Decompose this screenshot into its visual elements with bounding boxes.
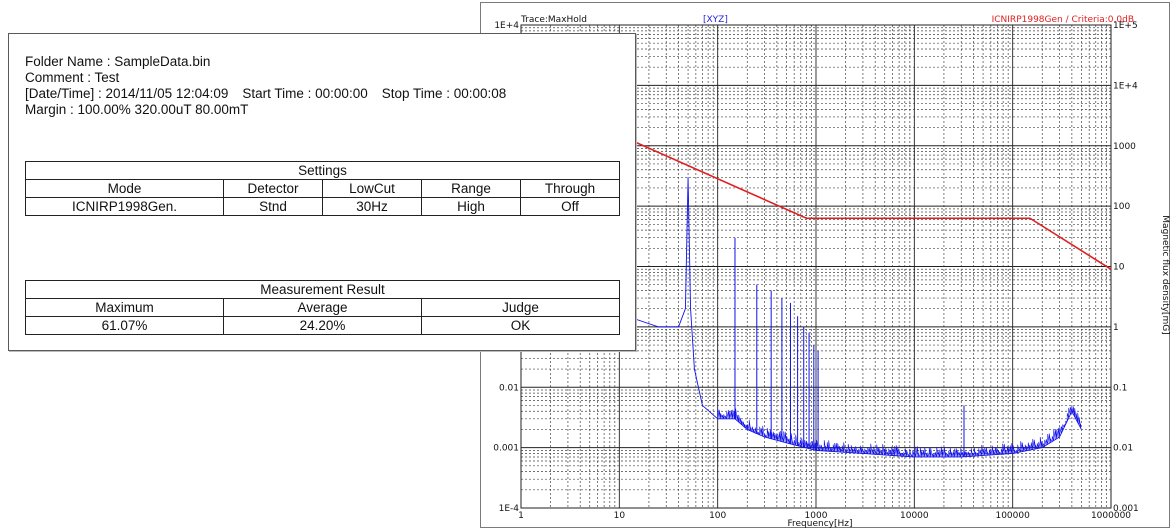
y-tick-label-right: 1000: [1113, 142, 1136, 152]
y-tick-label-right: 0.001: [1113, 504, 1139, 514]
result-header-row: Maximum Average Judge: [25, 298, 621, 317]
x-tick-label: 1000000: [1091, 511, 1131, 521]
x-axis-label: Frequency[Hz]: [787, 519, 852, 529]
measurement-info-panel: Folder Name : SampleData.bin Comment : T…: [8, 33, 636, 351]
result-value: OK: [420, 316, 621, 335]
result-value-row: 61.07% 24.20% OK: [25, 316, 621, 335]
x-tick-label: 100000: [995, 511, 1030, 521]
result-header: Judge: [420, 298, 621, 317]
result-value: 24.20%: [223, 316, 422, 335]
result-header: Average: [223, 298, 422, 317]
settings-table: Settings Mode Detector LowCut Range Thro…: [24, 161, 621, 216]
settings-value: Off: [519, 197, 621, 216]
settings-value: ICNIRP1998Gen.: [25, 197, 224, 216]
y-tick-label-right: 1E+5: [1113, 21, 1138, 31]
settings-value: High: [421, 197, 521, 216]
y-tick-label-right: 10: [1113, 263, 1125, 273]
folder-name: Folder Name : SampleData.bin: [25, 54, 211, 69]
y-tick-label-right: 100: [1113, 202, 1130, 212]
x-tick-label: 100: [709, 511, 726, 521]
x-tick-label: 10: [614, 511, 626, 521]
limit-line: [520, 90, 1112, 270]
settings-value-row: ICNIRP1998Gen. Stnd 30Hz High Off: [25, 197, 621, 216]
settings-value: 30Hz: [322, 197, 422, 216]
y-tick-label-right: 0.01: [1113, 444, 1133, 454]
spectrum-envelope: [626, 177, 1082, 458]
settings-header: LowCut: [322, 179, 422, 198]
criteria-label: ICNIRP1998Gen / Criteria:0.0dB: [992, 15, 1134, 25]
y-tick-label-left: 0.01: [499, 383, 519, 393]
settings-header: Range: [421, 179, 521, 198]
x-tick-label: 1: [518, 511, 524, 521]
y-tick-label-right: 1: [1113, 323, 1119, 333]
settings-value: Stnd: [223, 197, 323, 216]
spectrum-noise-floor: [717, 406, 1082, 459]
axis-mode-label: [XYZ]: [703, 15, 728, 25]
y-tick-label-right: 0.1: [1113, 383, 1127, 393]
y-tick-label-left: 0.001: [493, 444, 519, 454]
limit-series: [520, 90, 1112, 270]
date-time: [Date/Time] : 2014/11/05 12:04:09: [25, 86, 229, 101]
y-tick-label-left: 1E+4: [494, 21, 519, 31]
stop-time: Stop Time : 00:00:08: [381, 86, 507, 101]
x-axis-ticks: 1 10 100 1000 10000 100000 1000000: [518, 511, 1131, 521]
settings-header-row: Mode Detector LowCut Range Through: [25, 179, 621, 198]
y-tick-label-left: 1E-4: [499, 504, 520, 514]
result-table: Measurement Result Maximum Average Judge…: [24, 280, 621, 335]
result-header: Maximum: [25, 298, 224, 317]
settings-header: Detector: [223, 179, 323, 198]
x-tick-label: 1000: [805, 511, 828, 521]
y-axis-right-label: Magnetic flux density[mG]: [1160, 215, 1170, 334]
spectrum-series: [626, 177, 1082, 459]
result-value: 61.07%: [25, 316, 224, 335]
trace-mode-label: Trace:MaxHold: [520, 15, 587, 25]
y-axis-right-ticks: 0.001 0.01 0.1 1 10 100 1000 1E+4 1E+5: [1113, 21, 1139, 514]
settings-title: Settings: [24, 161, 621, 180]
result-title: Measurement Result: [24, 280, 621, 299]
x-tick-label: 10000: [900, 511, 929, 521]
comment: Comment : Test: [25, 70, 120, 85]
settings-header: Mode: [25, 179, 224, 198]
margin: Margin : 100.00% 320.00uT 80.00mT: [25, 102, 249, 117]
y-tick-label-right: 1E+4: [1113, 81, 1138, 91]
settings-header: Through: [519, 179, 621, 198]
start-time: Start Time : 00:00:00: [242, 86, 368, 101]
date-time-line: [Date/Time] : 2014/11/05 12:04:09 Start T…: [25, 86, 506, 101]
